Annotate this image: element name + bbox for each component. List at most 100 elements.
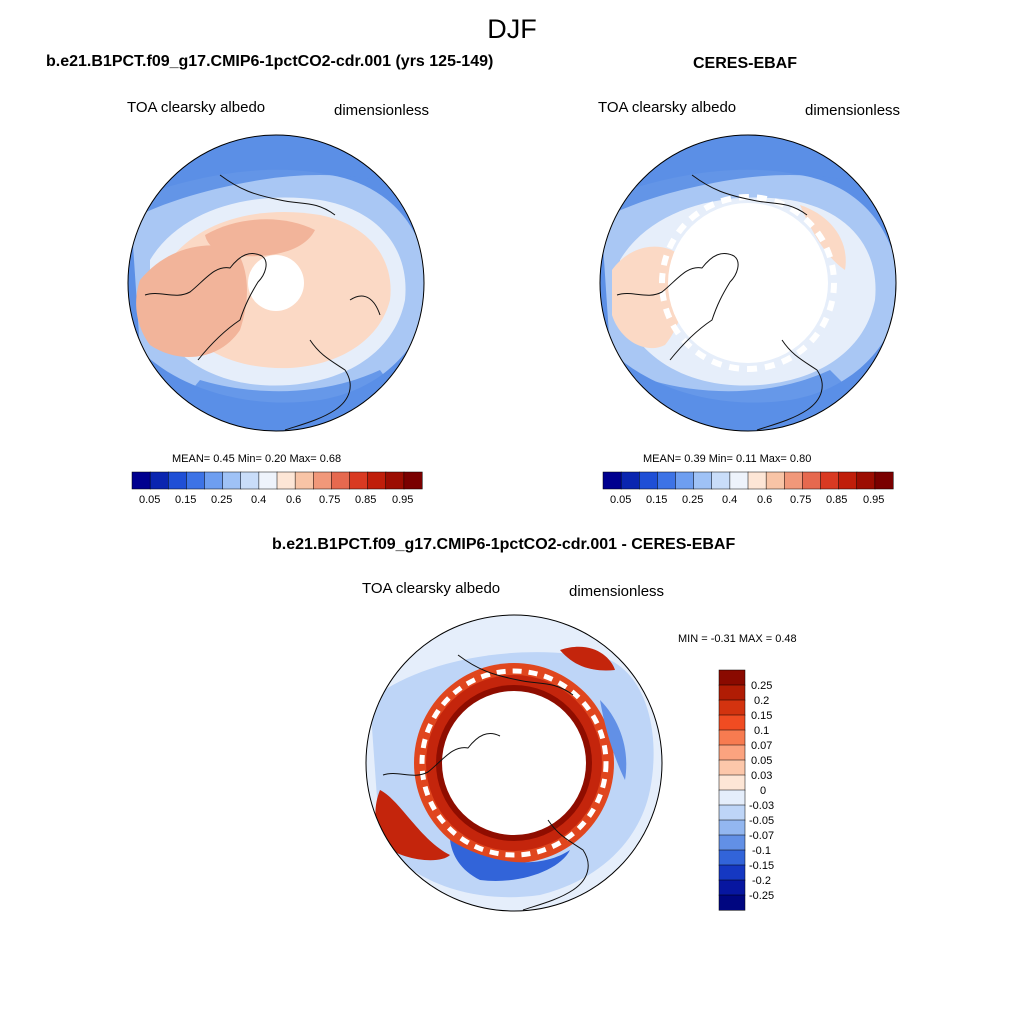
colorbar-swatch (802, 471, 822, 490)
colorbar-swatch (718, 714, 746, 731)
obs-stats: MEAN= 0.39 Min= 0.11 Max= 0.80 (643, 453, 811, 465)
diff-cb-label: 0.07 (751, 740, 773, 752)
obs-coastlines (616, 174, 823, 431)
diff-cb-label: 0 (760, 785, 767, 797)
obs-max-value: 0.80 (789, 453, 812, 465)
colorbar-swatch (149, 471, 169, 490)
diff-min-label: MIN = (678, 633, 708, 645)
colorbar-swatch (718, 729, 746, 746)
diff-cb-label: -0.1 (752, 845, 771, 857)
colorbar-swatch (711, 471, 731, 490)
diff-variable-label: TOA clearsky albedo (362, 580, 501, 597)
model-stats: MEAN= 0.45 Min= 0.20 Max= 0.68 (172, 453, 341, 465)
colorbar-swatch (718, 744, 746, 761)
obs-cb-label: 0.05 (610, 494, 632, 506)
colorbar-swatch (639, 471, 658, 490)
obs-cb-label: 0.25 (682, 494, 704, 506)
diff-cb-label: -0.07 (749, 830, 775, 842)
model-cb-label: 0.05 (139, 494, 161, 506)
colorbar-swatch (258, 471, 278, 490)
diff-cb-label: -0.2 (752, 875, 771, 887)
obs-mean-value: 0.39 (684, 453, 706, 465)
model-cb-label: 0.85 (355, 494, 377, 506)
model-cb-label: 0.75 (319, 494, 341, 506)
colorbar-swatch (186, 471, 206, 490)
colorbar-swatch (718, 849, 746, 866)
colorbar-swatch (729, 471, 749, 490)
model-max-value: 0.68 (319, 453, 342, 465)
diff-cb-label: -0.03 (749, 800, 775, 812)
colorbar-swatch (131, 471, 151, 490)
diff-max-label: MAX = (738, 633, 773, 645)
obs-cb-label: 0.75 (790, 494, 812, 506)
diff-cb-label: 0.2 (754, 695, 770, 707)
colorbar-swatch (294, 471, 314, 490)
diff-stats: MIN = -0.31 MAX = 0.48 (678, 633, 797, 645)
diff-min-value: -0.31 (710, 633, 736, 645)
colorbar-swatch (313, 471, 332, 490)
colorbar-swatch (820, 471, 840, 490)
obs-min-value: 0.11 (735, 453, 757, 465)
obs-cb-label: 0.85 (826, 494, 848, 506)
colorbar-swatch (403, 471, 423, 490)
colorbar-swatch (385, 471, 405, 490)
colorbar-swatch (718, 834, 746, 851)
model-colorbar (131, 471, 423, 490)
diff-panel-title: b.e21.B1PCT.f09_g17.CMIP6-1pctCO2-cdr.00… (272, 536, 736, 553)
colorbar-swatch (168, 471, 187, 490)
diff-map-fields (366, 615, 662, 911)
diff-cb-label: 0.25 (751, 680, 773, 692)
colorbar-swatch (718, 699, 746, 716)
obs-cb-label: 0.6 (757, 494, 773, 506)
diff-cb-label: 0.1 (754, 725, 770, 737)
model-cb-label: 0.25 (211, 494, 233, 506)
model-cb-label: 0.4 (251, 494, 267, 506)
colorbar-swatch (718, 759, 746, 776)
model-panel-title: b.e21.B1PCT.f09_g17.CMIP6-1pctCO2-cdr.00… (46, 53, 494, 70)
colorbar-swatch (204, 471, 224, 490)
diff-cb-label: 0.03 (751, 770, 773, 782)
model-mean-label: MEAN= (172, 453, 211, 465)
colorbar-swatch (747, 471, 767, 490)
colorbar-swatch (874, 471, 894, 490)
diff-cb-label: -0.25 (749, 890, 775, 902)
obs-variable-label: TOA clearsky albedo (598, 99, 737, 116)
model-cb-label: 0.95 (392, 494, 414, 506)
colorbar-swatch (784, 471, 803, 490)
obs-min-label: Min= (708, 453, 733, 465)
model-max-label: Max= (289, 453, 317, 465)
obs-cb-label: 0.15 (646, 494, 668, 506)
obs-mean-label: MEAN= (643, 453, 682, 465)
obs-units-label: dimensionless (805, 102, 901, 119)
model-cb-label: 0.6 (286, 494, 302, 506)
diff-units-label: dimensionless (569, 583, 665, 600)
diff-max-value: 0.48 (775, 633, 797, 645)
colorbar-swatch (240, 471, 260, 490)
model-cb-label: 0.15 (175, 494, 197, 506)
colorbar-swatch (620, 471, 640, 490)
colorbar-swatch (675, 471, 695, 490)
model-map-fields (128, 135, 424, 431)
obs-max-label: Max= (759, 453, 787, 465)
colorbar-swatch (331, 471, 351, 490)
colorbar-swatch (718, 864, 746, 881)
colorbar-swatch (718, 789, 746, 806)
colorbar-swatch (222, 471, 242, 490)
colorbar-swatch (718, 669, 746, 686)
model-coastlines (144, 174, 381, 431)
diff-coastlines (382, 654, 589, 911)
obs-panel-title: CERES-EBAF (693, 55, 798, 72)
colorbar-swatch (718, 774, 746, 791)
obs-colorbar (602, 471, 894, 490)
colorbar-swatch (838, 471, 858, 490)
colorbar-swatch (718, 819, 746, 836)
model-min-label: Min= (237, 453, 262, 465)
diff-colorbar (718, 669, 746, 911)
obs-cb-label: 0.4 (722, 494, 738, 506)
obs-cb-label: 0.95 (863, 494, 885, 506)
colorbar-swatch (657, 471, 677, 490)
colorbar-swatch (367, 471, 387, 490)
colorbar-swatch (718, 684, 746, 701)
diff-cb-label: -0.15 (749, 860, 775, 872)
